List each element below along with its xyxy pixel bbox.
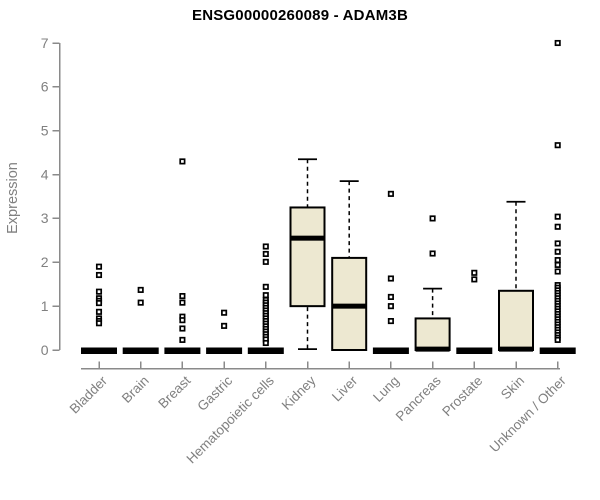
x-tick-label-prostate: Prostate — [439, 373, 485, 419]
chart-title: ENSG00000260089 - ADAM3B — [191, 7, 409, 24]
box-gastric — [206, 309, 243, 354]
outlier-point — [387, 318, 394, 325]
flat-box — [164, 347, 201, 354]
outlier-point — [387, 293, 394, 300]
box-hematopoietic-cells — [247, 243, 284, 354]
outlier-point — [262, 292, 269, 299]
outlier-point — [95, 271, 103, 279]
iqr-box — [289, 206, 326, 308]
box-lung — [372, 190, 409, 354]
flat-box — [456, 347, 493, 354]
box-kidney — [289, 158, 326, 351]
flat-box — [372, 347, 409, 354]
y-tick-label: 1 — [41, 298, 49, 314]
outlier-point — [471, 269, 478, 276]
median-line — [415, 346, 450, 352]
box-liver — [331, 180, 368, 351]
outlier-point — [262, 283, 269, 290]
flat-box — [247, 347, 284, 354]
outlier-point — [429, 250, 436, 257]
outlier-point — [137, 286, 144, 293]
flat-box — [206, 347, 243, 354]
outlier-point — [179, 299, 186, 306]
median-line — [332, 303, 367, 309]
outlier-point — [262, 258, 269, 265]
outlier-point — [429, 215, 436, 222]
box-breast — [164, 158, 201, 354]
outlier-point — [95, 288, 103, 295]
box-bladder — [81, 263, 117, 354]
iqr-box — [414, 317, 451, 351]
flat-box — [539, 347, 576, 354]
y-tick-labels: 0 1 2 3 4 5 6 7 — [41, 35, 49, 358]
y-tick-label: 0 — [41, 342, 49, 358]
x-tick-label-unknown-other: Unknown / Other — [487, 373, 570, 456]
x-tick-label-lung: Lung — [370, 373, 402, 405]
x-tick-label-kidney: Kidney — [279, 373, 319, 413]
outlier-point — [179, 325, 186, 332]
x-tick-label-liver: Liver — [329, 373, 361, 405]
x-tick-label-bladder: Bladder — [67, 373, 111, 417]
outlier-point — [95, 263, 103, 270]
outlier-point — [221, 322, 228, 329]
y-tick-label: 7 — [41, 35, 49, 51]
median-line — [290, 235, 325, 241]
y-tick-label: 3 — [41, 210, 49, 226]
flat-box — [122, 347, 159, 354]
x-tick-label-skin: Skin — [498, 373, 527, 402]
x-tick-label-breast: Breast — [155, 373, 193, 411]
outlier-point — [95, 320, 103, 327]
x-axis — [81, 361, 560, 370]
outlier-point — [387, 303, 394, 310]
outlier-point — [262, 250, 269, 258]
median-line — [499, 346, 533, 352]
outlier-point — [221, 309, 228, 316]
outlier-point — [387, 275, 394, 282]
y-tick-label: 2 — [41, 254, 49, 270]
box-skin — [498, 200, 534, 352]
y-tick-label: 4 — [41, 166, 49, 182]
outlier-point — [137, 299, 144, 306]
outlier-point — [95, 308, 103, 315]
box-prostate — [456, 269, 493, 354]
outlier-point — [179, 317, 186, 324]
outlier-point — [387, 190, 394, 197]
box-brain — [122, 286, 159, 354]
x-tick-label-pancreas: Pancreas — [393, 373, 444, 424]
outlier-point — [471, 276, 478, 283]
y-tick-label: 5 — [41, 122, 49, 138]
outlier-point — [262, 243, 269, 250]
y-tick-label: 6 — [41, 79, 49, 95]
outlier-point — [554, 248, 561, 255]
outlier-point — [554, 336, 561, 343]
box-unknown-other — [539, 39, 576, 354]
outlier-point — [262, 339, 269, 347]
outlier-point — [95, 300, 103, 307]
y-axis — [52, 42, 61, 351]
x-tick-label-gastric: Gastric — [194, 373, 235, 414]
outlier-point — [554, 223, 561, 230]
outlier-point — [179, 293, 186, 300]
box-pancreas — [414, 215, 451, 352]
x-tick-label-brain: Brain — [119, 373, 152, 406]
outlier-point — [179, 336, 186, 343]
outlier-point — [554, 257, 561, 264]
flat-box — [81, 347, 117, 354]
outlier-point — [554, 142, 561, 149]
outlier-point — [554, 240, 561, 247]
outlier-point — [554, 268, 561, 275]
outlier-point — [554, 213, 561, 220]
outlier-point — [179, 158, 186, 165]
iqr-box — [498, 289, 534, 351]
outlier-point — [554, 261, 561, 268]
outlier-point — [554, 39, 561, 47]
